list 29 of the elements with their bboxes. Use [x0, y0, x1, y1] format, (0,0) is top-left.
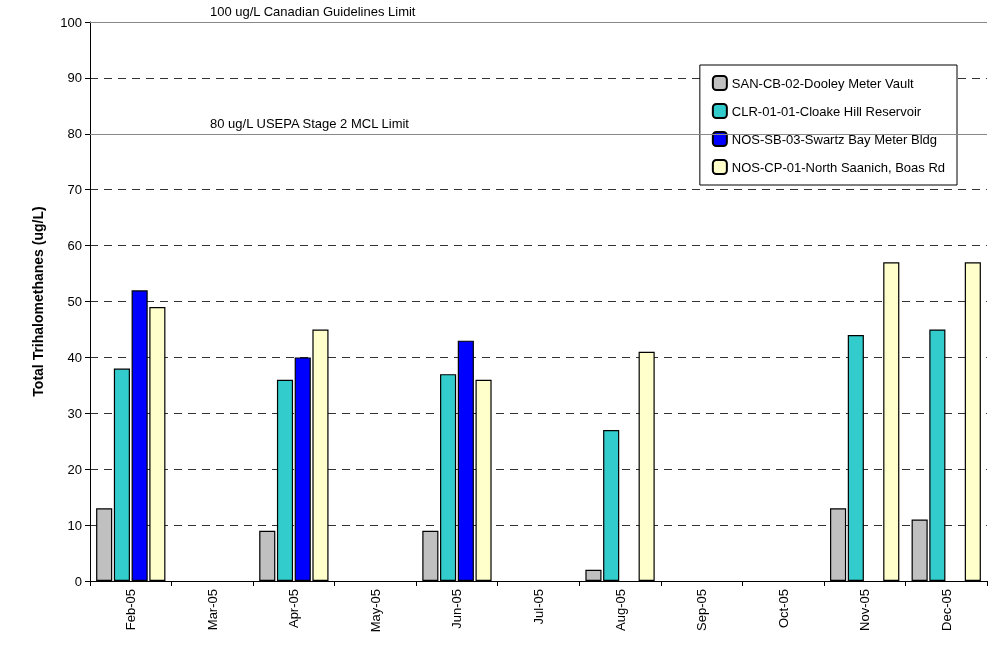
x-tick-label: Aug-05	[612, 589, 628, 631]
y-tick-label: 50	[67, 294, 82, 309]
y-tick-label: 70	[67, 182, 82, 198]
legend-label: SAN-CB-02-Dooley Meter Vault	[731, 75, 915, 91]
y-tick-label: 40	[67, 349, 82, 365]
y-tick-label: 60	[67, 238, 82, 254]
x-tick-label: Feb-05	[123, 589, 139, 631]
y-tick-label: 90	[67, 70, 82, 86]
x-tick-label: Nov-05	[857, 589, 873, 631]
x-tick-label: Apr-05	[286, 589, 302, 629]
ref-line-label: 100 ug/L Canadian Guidelines Limit	[210, 4, 416, 19]
legend-label: CLR-01-01-Cloake Hill Reservoir	[731, 103, 922, 119]
x-tick-label: Oct-05	[775, 589, 791, 629]
y-tick-label: 20	[67, 461, 82, 477]
y-tick-label: 10	[67, 517, 82, 533]
y-tick-label: 0	[74, 573, 82, 589]
legend-label: NOS-CP-01-North Saanich, Boas Rd	[731, 159, 946, 175]
ref-line-label: 80 ug/L USEPA Stage 2 MCL Limit	[210, 115, 410, 131]
x-tick-label: Jun-05	[449, 589, 465, 629]
x-tick-label: Mar-05	[204, 589, 220, 631]
legend-label: NOS-SB-03-Swartz Bay Meter Bldg	[731, 131, 938, 147]
y-tick-label: 30	[67, 405, 82, 421]
x-tick-label: May-05	[367, 589, 383, 633]
x-tick-label: Dec-05	[938, 589, 954, 631]
x-tick-label: Sep-05	[694, 589, 710, 631]
y-tick-label: 100	[60, 14, 82, 30]
x-tick-label: Jul-05	[531, 589, 546, 625]
y-tick-label: 80	[67, 126, 82, 142]
y-axis-title: Total Trihalomethanes (ug/L)	[30, 206, 46, 397]
